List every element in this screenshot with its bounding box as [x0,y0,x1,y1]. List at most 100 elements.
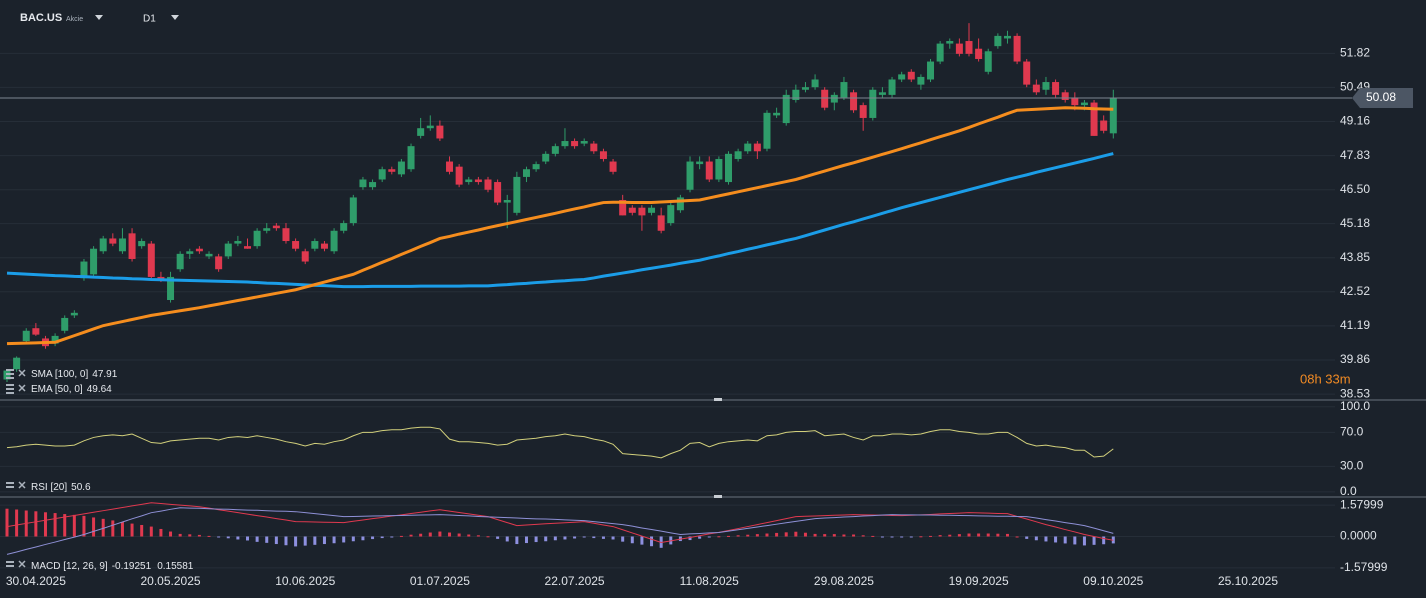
timeframe-dropdown[interactable] [171,15,179,20]
candle-body [561,141,569,147]
legend-entry: MACD [12, 26, 9] -0.19251 0.15581 [31,561,194,572]
histogram-bar [43,512,47,537]
histogram-bar [592,536,596,539]
symbol-dropdown[interactable] [95,15,103,20]
indicator-line [6,152,1114,289]
histogram-bar [1063,536,1067,544]
candle-body [648,207,656,213]
candle-body [157,276,165,280]
histogram-bar [948,534,952,537]
candle-body [244,246,251,249]
histogram-bar [505,536,509,542]
candle-body [542,153,550,162]
histogram-bar [294,536,298,547]
histogram-bar [755,534,759,537]
histogram-bar [1092,536,1096,545]
candle-body [551,146,559,154]
candle-body [676,197,684,211]
histogram-bar [217,536,221,538]
legend-icon[interactable] [6,384,26,394]
histogram-bar [563,536,567,540]
histogram-bar [390,536,394,538]
candle-body [118,238,126,252]
histogram-bar [996,533,1000,537]
legend-name: SMA [100, 0] [31,369,88,380]
histogram-bar [265,536,269,543]
histogram-bar [361,536,365,541]
panel-handle[interactable] [714,398,722,401]
candle-body [330,230,338,252]
histogram-bar [438,531,442,537]
timeframe[interactable]: D1 [143,14,156,25]
legend-entry: RSI [20] 50.6 [31,482,91,493]
y-tick-label: 41.19 [1340,318,1370,332]
histogram-bar [621,536,625,542]
candle-body [782,94,790,124]
histogram-bar [640,536,644,545]
x-tick-label: 25.10.2025 [1218,574,1278,588]
legend-value: 49.64 [87,384,112,395]
candle-body [109,238,117,244]
x-tick-label: 19.09.2025 [949,574,1009,588]
candle-body [965,41,973,54]
histogram-bar [534,536,538,543]
candle-body [426,125,434,129]
y-tick-label: 1.57999 [1340,497,1384,511]
symbol[interactable]: BAC.US [20,12,62,24]
candle-body [176,253,184,270]
histogram-bar [332,536,336,544]
candle-body [628,207,636,213]
histogram-bar [909,536,913,538]
histogram-bar [1034,536,1038,541]
candle-body [167,276,175,300]
histogram-bar [688,536,692,541]
indicator-line [6,426,1114,459]
histogram-bar [274,536,278,545]
histogram-bar [524,536,528,544]
asset-class: Akcie [66,16,83,23]
candle-body [1023,61,1031,85]
histogram-bar [322,536,326,545]
histogram-bar [967,533,971,537]
panel-handle[interactable] [714,495,722,498]
candle-body [13,357,21,370]
y-tick-label: 47.83 [1340,148,1370,162]
candle-body [1013,35,1021,62]
histogram-bar [178,533,182,537]
candle-body [744,143,752,152]
candle-body [1109,97,1117,134]
histogram-bar [775,532,779,537]
candle-body [571,141,579,147]
histogram-bar [727,535,730,537]
histogram-bar [544,536,548,542]
candle-body [465,179,473,183]
histogram-bar [553,536,557,541]
candle-body [936,43,944,62]
legend-icon[interactable] [6,560,26,568]
histogram-bar [919,536,923,538]
histogram-bar [823,534,827,537]
histogram-bar [861,535,865,537]
y-tick-label: 0.0 [1340,484,1357,498]
histogram-bar [226,536,230,539]
candle-body [407,146,415,170]
histogram-bar [92,517,96,537]
histogram-bar [582,536,586,538]
candle-body [446,161,454,172]
histogram-bar [746,534,750,537]
histogram-bar [957,534,961,537]
y-tick-label: 70.0 [1340,425,1364,439]
candle-body [609,161,617,172]
x-tick-label: 20.05.2025 [141,574,201,588]
histogram-bar [486,536,490,538]
histogram-bar [1082,536,1086,546]
legend-icon[interactable] [6,369,26,379]
histogram-bar [573,536,577,539]
legend-icon[interactable] [6,481,26,489]
candle-body [619,200,627,216]
histogram-bar [929,535,933,537]
y-tick-label: 46.50 [1340,182,1370,196]
candle-body [1100,120,1108,131]
